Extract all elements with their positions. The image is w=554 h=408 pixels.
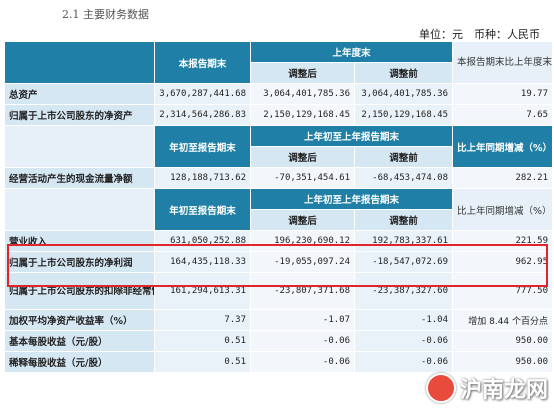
header-before-adjust: 调整前: [353, 209, 454, 231]
table-row: 稀释每股收益（元/股） 0.51 -0.06 -0.06 950.00: [4, 351, 554, 373]
header-adjusted: 调整后: [250, 146, 355, 168]
header-before-adjust: 调整前: [353, 146, 454, 168]
header-row: 调整后 调整前: [5, 62, 553, 84]
row-label-revenue: 营业收入: [4, 230, 155, 252]
table-row: 归属于上市公司股东的扣除非经常性损益的净利润 161,294,613.31 -2…: [4, 272, 554, 310]
row-label-net-profit: 归属于上市公司股东的净利润: [4, 251, 155, 273]
watermark: 沪南龙网: [425, 372, 548, 404]
unit-currency-line: 单位：元 币种：人民币: [419, 28, 540, 41]
section-title: 2.1 主要财务数据: [62, 8, 149, 21]
cell-value: -0.06: [353, 330, 454, 352]
cell-value: -0.06: [353, 351, 454, 373]
header-change-vs-prev-year-end: 本报告期末比上年度末增减（%）: [452, 41, 554, 84]
row-label-net-assets: 归属于上市公司股东的净资产: [4, 104, 155, 126]
cell-value: -70,351,454.61: [250, 167, 355, 189]
watermark-logo-icon: [425, 373, 456, 403]
header-current-period-end: 本报告期末: [154, 41, 251, 84]
header-yoy-change: 比上年同期增减（%）: [452, 125, 554, 168]
cell-value: 777.50: [452, 272, 554, 310]
table-row: 基本每股收益（元/股） 0.51 -0.06 -0.06 950.00: [4, 330, 554, 352]
table-row: 营业收入 631,050,252.88 196,230,690.12 192,7…: [4, 230, 554, 252]
cell-value: 0.51: [154, 351, 251, 373]
cell-value: 631,050,252.88: [154, 230, 251, 252]
financial-data-table: 本报告期末 上年度末 本报告期末比上年度末增减（%） 调整后 调整前 总资产 3…: [4, 41, 554, 373]
cell-value: 2,314,564,286.83: [154, 104, 251, 126]
cell-value: 192,783,337.61: [353, 230, 454, 252]
cell-value: 7.37: [154, 309, 251, 331]
header-prev-ytd: 上年初至上年报告期末: [249, 188, 454, 210]
table-row: 加权平均净资产收益率（%） 7.37 -1.07 -1.04 增加 8.44 个…: [4, 309, 554, 331]
cell-value: 161,294,613.31: [154, 272, 251, 310]
table-row: 经营活动产生的现金流量净额 128,188,713.62 -70,351,454…: [4, 167, 554, 189]
header-yoy-change: 比上年同期增减（%）: [452, 188, 554, 231]
cell-value: -68,453,474.08: [353, 167, 454, 189]
row-label-cash-flow: 经营活动产生的现金流量净额: [4, 167, 155, 189]
cell-value: 950.00: [452, 330, 554, 352]
header-prev-ytd: 上年初至上年报告期末: [249, 125, 454, 147]
cell-value: 950.00: [452, 351, 554, 373]
header-adjusted: 调整后: [250, 62, 355, 84]
cell-value: 2,150,129,168.45: [353, 104, 454, 126]
header-before-adjust: 调整前: [353, 62, 454, 84]
cell-value: -23,387,327.60: [353, 272, 454, 310]
header-blank: [4, 41, 155, 84]
watermark-text: 沪南龙网: [459, 378, 548, 403]
cell-value: 3,064,401,785.36: [250, 83, 355, 105]
row-label-eps-diluted: 稀释每股收益（元/股）: [4, 351, 155, 373]
row-label-roe: 加权平均净资产收益率（%）: [4, 309, 155, 331]
header-blank: [4, 188, 155, 231]
cell-value: 7.65: [452, 104, 554, 126]
table-row: 归属于上市公司股东的净利润 164,435,118.33 -19,055,097…: [4, 251, 554, 273]
cell-value: -0.06: [250, 351, 355, 373]
cell-value: 3,670,287,441.68: [154, 83, 251, 105]
cell-value: 962.95: [452, 251, 554, 273]
cell-value: 164,435,118.33: [154, 251, 251, 273]
header-row: 本报告期末 上年度末 本报告期末比上年度末增减（%）: [4, 41, 554, 84]
cell-value: 3,064,401,785.36: [353, 83, 454, 105]
row-label-total-assets: 总资产: [4, 83, 155, 105]
row-label-net-profit-deducted: 归属于上市公司股东的扣除非经常性损益的净利润: [4, 272, 155, 310]
cell-value: -23,807,371.68: [250, 272, 355, 310]
cell-value: -1.07: [250, 309, 355, 331]
row-label-eps-basic: 基本每股收益（元/股）: [4, 330, 155, 352]
cell-value: 196,230,690.12: [250, 230, 355, 252]
header-row: 调整后 调整前: [5, 209, 553, 231]
header-ytd: 年初至报告期末: [154, 125, 251, 168]
cell-value: 282.21: [452, 167, 554, 189]
cell-value: -1.04: [353, 309, 454, 331]
cell-value: 2,150,129,168.45: [250, 104, 355, 126]
header-row: 年初至报告期末 上年初至上年报告期末 比上年同期增减（%）: [4, 125, 554, 168]
table-row: 总资产 3,670,287,441.68 3,064,401,785.36 3,…: [4, 83, 554, 105]
cell-value: -0.06: [250, 330, 355, 352]
header-adjusted: 调整后: [250, 209, 355, 231]
cell-value: 128,188,713.62: [154, 167, 251, 189]
cell-value: 221.59: [452, 230, 554, 252]
header-ytd: 年初至报告期末: [154, 188, 251, 231]
header-prev-year-end: 上年度末: [249, 41, 454, 63]
table-row: 归属于上市公司股东的净资产 2,314,564,286.83 2,150,129…: [4, 104, 554, 126]
cell-value: -18,547,072.69: [353, 251, 454, 273]
header-blank: [4, 125, 155, 168]
header-row: 年初至报告期末 上年初至上年报告期末 比上年同期增减（%）: [4, 188, 554, 231]
cell-value: 0.51: [154, 330, 251, 352]
cell-value: 19.77: [452, 83, 554, 105]
cell-value: 增加 8.44 个百分点: [452, 309, 554, 331]
cell-value: -19,055,097.24: [250, 251, 355, 273]
